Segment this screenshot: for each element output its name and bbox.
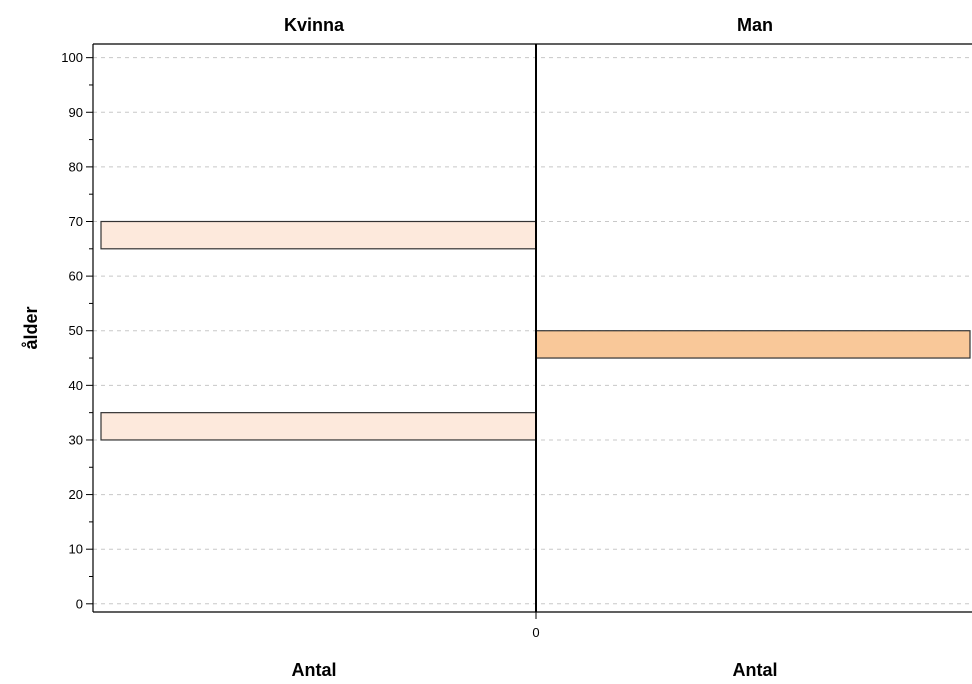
y-tick-label-20: 20 bbox=[69, 487, 83, 502]
y-tick-label-0: 0 bbox=[76, 596, 83, 611]
y-tick-label-90: 90 bbox=[69, 105, 83, 120]
y-tick-label-80: 80 bbox=[69, 159, 83, 174]
bars bbox=[100, 220, 971, 441]
x-tick-label-zero: 0 bbox=[532, 625, 539, 640]
y-tick-label-70: 70 bbox=[69, 214, 83, 229]
y-tick-label-40: 40 bbox=[69, 378, 83, 393]
bar-kvinna-30-35 bbox=[100, 412, 537, 441]
panel-title-man: Man bbox=[737, 15, 773, 35]
y-tick-label-100: 100 bbox=[61, 50, 83, 65]
y-ticks: 0 10 20 30 40 50 60 70 80 90 100 bbox=[61, 50, 93, 611]
y-tick-label-10: 10 bbox=[69, 542, 83, 557]
axes bbox=[92, 43, 972, 619]
bar-kvinna-65-70 bbox=[100, 220, 537, 250]
y-tick-label-30: 30 bbox=[69, 432, 83, 447]
panel-title-kvinna: Kvinna bbox=[284, 15, 345, 35]
y-tick-label-60: 60 bbox=[69, 269, 83, 284]
x-axis-title-right: Antal bbox=[733, 660, 778, 680]
y-tick-label-50: 50 bbox=[69, 323, 83, 338]
y-axis-title: ålder bbox=[21, 306, 41, 349]
bar-man-45-50 bbox=[535, 330, 971, 359]
x-axis-title-left: Antal bbox=[292, 660, 337, 680]
